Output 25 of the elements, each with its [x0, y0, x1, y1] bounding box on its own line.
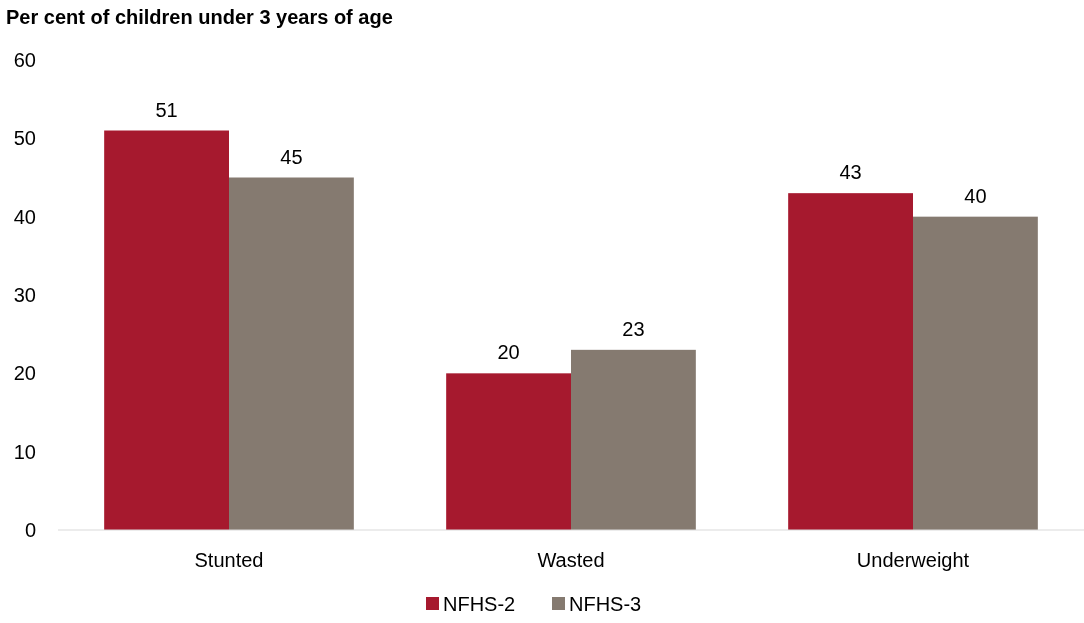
data-label: 23 — [622, 317, 645, 340]
bar — [788, 193, 913, 530]
bar — [571, 349, 696, 530]
x-tick-label: Stunted — [194, 549, 264, 571]
bar — [229, 177, 354, 530]
y-tick-label: 30 — [13, 284, 36, 306]
bar — [913, 216, 1038, 530]
data-label: 40 — [964, 184, 987, 207]
chart-title: Per cent of children under 3 years of age — [6, 6, 393, 28]
y-tick-label: 50 — [13, 127, 36, 150]
data-label: 45 — [280, 145, 303, 168]
y-tick-label: 20 — [13, 362, 36, 385]
legend-label: NFHS-3 — [569, 593, 642, 615]
y-tick-label: 60 — [13, 49, 36, 71]
data-label: 51 — [155, 98, 178, 121]
data-label: 20 — [497, 341, 520, 364]
x-tick-label: Wasted — [537, 549, 605, 571]
y-tick-label: 10 — [13, 440, 36, 463]
bar — [446, 373, 571, 530]
y-tick-label: 0 — [24, 519, 36, 541]
x-tick-label: Underweight — [856, 549, 970, 571]
y-tick-label: 40 — [13, 205, 36, 228]
data-label: 43 — [839, 161, 862, 184]
legend-label: NFHS-2 — [443, 593, 516, 615]
bar — [104, 130, 229, 530]
